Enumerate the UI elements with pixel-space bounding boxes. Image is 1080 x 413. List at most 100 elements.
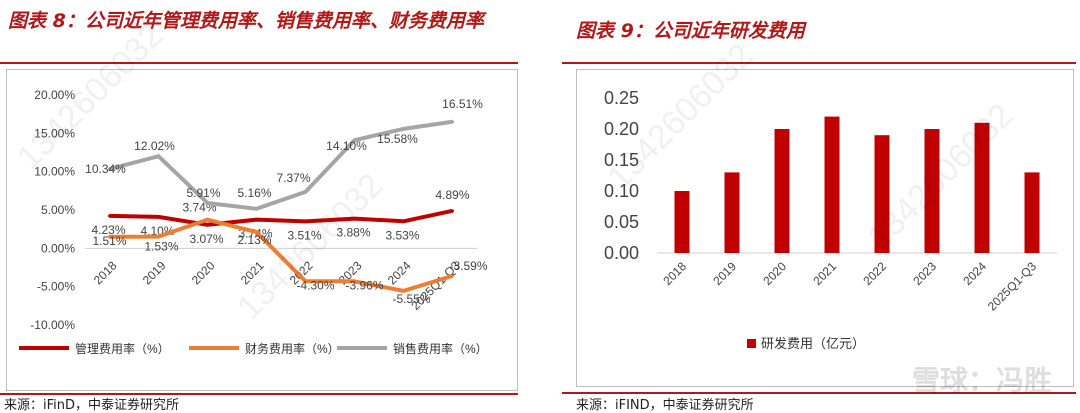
bar <box>774 129 790 253</box>
left-chart-frame: -10.00% -5.00% 0.00% 5.00% 10.00% 15.00% 20.00… <box>6 69 518 391</box>
x-tick-label: 2023 <box>910 259 939 288</box>
data-label: 3.07% <box>189 232 223 246</box>
bar <box>824 116 840 253</box>
series-line <box>109 208 453 227</box>
data-point <box>304 190 307 194</box>
bar <box>674 191 690 253</box>
right-chart-frame: 0.00 0.05 0.10 0.15 0.20 0.25 2018 2019 2020 2021… <box>576 69 1074 387</box>
series-line <box>108 119 453 211</box>
data-label: 1.53% <box>144 240 178 254</box>
xueqiu-logo: 雪球：冯胜 <box>912 359 1052 399</box>
x-tick-label: 2018 <box>91 258 120 287</box>
data-point <box>451 274 454 278</box>
right-bar-chart: 0.00 0.05 0.10 0.15 0.20 0.25 2018 2019 2020 2021… <box>604 88 1057 351</box>
data-point <box>353 279 356 283</box>
y-tick-label: 10.00% <box>34 165 75 179</box>
y-tick-label: -5.00% <box>37 280 75 294</box>
data-point <box>157 235 160 239</box>
data-label: 14.10% <box>326 139 367 153</box>
right-bottom-rule <box>562 392 1076 394</box>
data-point <box>451 120 454 124</box>
legend-label: 销售费用率（%） <box>393 341 488 356</box>
data-label: -5.55% <box>392 292 430 306</box>
data-point <box>353 217 356 221</box>
left-panel: 图表 8：公司近年管理费用率、销售费用率、财务费用率 -10.00% -5.00%… <box>0 0 528 413</box>
bar <box>974 122 990 253</box>
data-point <box>255 218 258 222</box>
data-label: 3.51% <box>287 228 321 242</box>
legend-swatch <box>747 339 756 348</box>
left-bottom-rule <box>0 393 518 395</box>
right-panel: 图表 9：公司近年研发费用 0.00 0.05 0.10 0.15 0.20 0.25 20… <box>562 0 1080 413</box>
x-tick-label: 2024 <box>960 259 989 288</box>
data-label: 4.89% <box>435 188 469 202</box>
data-point <box>206 223 209 227</box>
data-label: 2.13% <box>237 233 271 247</box>
x-tick-label: 2024 <box>385 258 414 287</box>
data-label: 16.51% <box>442 97 483 111</box>
left-line-chart: -10.00% -5.00% 0.00% 5.00% 10.00% 15.00% 20.00… <box>19 88 488 356</box>
data-point <box>108 167 111 171</box>
data-label: 15.58% <box>377 132 418 146</box>
left-chart-title: 图表 8：公司近年管理费用率、销售费用率、财务费用率 <box>8 10 484 32</box>
y-tick-label: 20.00% <box>34 88 75 102</box>
data-point <box>157 154 160 158</box>
y-tick-label: 0.00% <box>41 241 75 255</box>
bar <box>724 172 740 253</box>
data-point <box>353 138 356 142</box>
data-point <box>206 218 209 222</box>
y-tick-label: 0.25 <box>604 88 639 108</box>
data-point <box>206 201 209 205</box>
data-point <box>255 207 258 211</box>
x-tick-label: 2019 <box>140 258 169 287</box>
bar <box>1024 172 1040 253</box>
data-label: 3.88% <box>336 226 370 240</box>
data-label: 3.53% <box>385 228 419 242</box>
data-point <box>304 219 307 223</box>
x-tick-label: 2020 <box>760 259 789 288</box>
x-tick-label: 2018 <box>660 259 689 288</box>
left-source: 来源：iFinD，中泰证券研究所 <box>4 398 180 413</box>
y-tick-label: 0.15 <box>604 150 639 170</box>
legend-label: 财务费用率（%） <box>245 341 340 356</box>
data-label: 12.02% <box>134 139 175 153</box>
x-tick-label: 2025Q1-Q3 <box>985 259 1039 313</box>
x-tick-label: 2022 <box>860 259 889 288</box>
data-label: 5.16% <box>237 186 271 200</box>
right-chart-title: 图表 9：公司近年研发费用 <box>576 20 805 42</box>
data-point <box>108 235 111 239</box>
legend-label: 管理费用率（%） <box>75 341 170 356</box>
data-label: -4.30% <box>296 278 334 292</box>
y-tick-label: -10.00% <box>30 318 75 332</box>
left-title-rule <box>0 62 518 64</box>
data-label: 7.37% <box>276 171 310 185</box>
data-point <box>255 230 258 234</box>
data-point <box>451 209 454 213</box>
y-tick-label: 5.00% <box>41 203 75 217</box>
x-tick-label: 2020 <box>189 258 218 287</box>
y-tick-label: 0.10 <box>604 181 639 201</box>
data-point <box>108 214 111 218</box>
data-point <box>304 279 307 283</box>
data-label: 10.34% <box>85 162 126 176</box>
data-label: 4.23% <box>91 223 125 237</box>
y-tick-label: 0.20 <box>604 119 639 139</box>
y-tick-label: 0.00 <box>604 243 639 263</box>
x-tick-label: 2021 <box>810 259 839 288</box>
x-tick-label: 2021 <box>238 258 267 287</box>
right-source: 来源：iFIND，中泰证券研究所 <box>576 398 754 413</box>
right-title-rule <box>562 62 1076 64</box>
data-label: -3.59% <box>449 259 487 273</box>
bar <box>874 135 890 253</box>
bar <box>924 129 940 253</box>
logo-text: 雪球：冯胜 <box>911 364 1052 397</box>
data-point <box>157 215 160 219</box>
data-point <box>402 127 405 131</box>
data-label: 5.91% <box>186 186 220 200</box>
y-tick-label: 0.05 <box>604 212 639 232</box>
y-tick-label: 15.00% <box>34 126 75 140</box>
data-label: 1.51% <box>92 234 126 248</box>
data-point <box>402 219 405 223</box>
series-line <box>109 217 454 293</box>
x-tick-label: 2019 <box>710 259 739 288</box>
